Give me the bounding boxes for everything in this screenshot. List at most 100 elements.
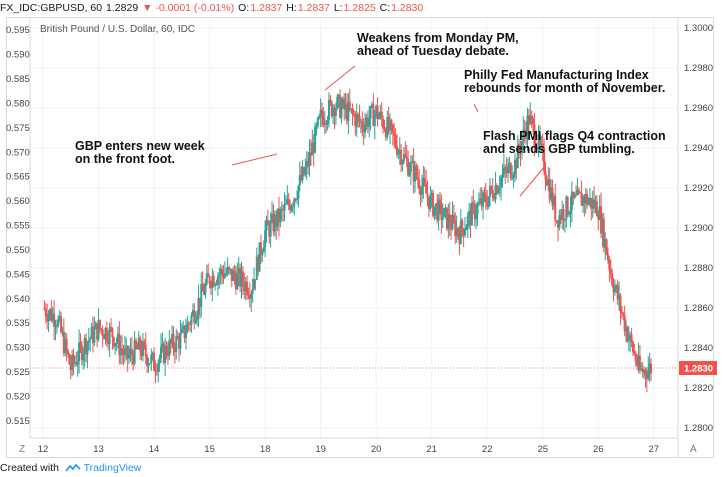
candle-body bbox=[327, 99, 330, 121]
x-tick-label: 13 bbox=[93, 444, 104, 455]
candle-body bbox=[577, 189, 580, 193]
candle-body bbox=[57, 318, 60, 326]
left-tick-label: 0.570 bbox=[6, 147, 30, 158]
candle-body bbox=[312, 143, 315, 153]
x-tick-label: 15 bbox=[204, 444, 215, 455]
candle-body bbox=[515, 160, 518, 169]
candle-body bbox=[518, 144, 521, 151]
candle-body bbox=[93, 328, 96, 343]
candle-body bbox=[352, 113, 355, 116]
candle-body bbox=[58, 316, 61, 319]
candle-body bbox=[612, 284, 615, 293]
candle-body bbox=[625, 327, 628, 332]
left-tick-label: 0.525 bbox=[6, 367, 30, 378]
candle-body bbox=[591, 199, 594, 209]
candle-body bbox=[397, 151, 400, 155]
candle-body bbox=[647, 370, 650, 379]
candle-body bbox=[504, 167, 507, 171]
candle-body bbox=[114, 343, 117, 347]
candle-body bbox=[187, 323, 190, 325]
candle-body bbox=[229, 268, 232, 270]
candle-body bbox=[581, 196, 584, 206]
candle-body bbox=[623, 315, 626, 332]
candle-body bbox=[55, 325, 58, 327]
candle-body bbox=[493, 197, 496, 200]
candle-body bbox=[330, 101, 333, 116]
candle-body bbox=[314, 126, 317, 153]
tradingview-brand[interactable]: TradingView bbox=[83, 462, 142, 474]
candle-body bbox=[594, 201, 597, 209]
candle-body bbox=[346, 104, 349, 121]
candle-body bbox=[159, 346, 162, 358]
candle-body bbox=[402, 154, 405, 162]
candle-body bbox=[169, 340, 172, 344]
candle-body bbox=[487, 196, 490, 207]
high-label: H: bbox=[286, 2, 297, 14]
candle-body bbox=[298, 174, 301, 186]
candle-body bbox=[222, 273, 225, 278]
candle-body bbox=[211, 276, 214, 289]
candle-body bbox=[103, 336, 106, 340]
candle-body bbox=[569, 209, 572, 214]
left-tick-label: 0.550 bbox=[6, 245, 30, 256]
candle-body bbox=[650, 363, 653, 374]
candle-body bbox=[130, 348, 133, 356]
candle-body bbox=[241, 271, 244, 285]
annotation-text: ahead of Tuesday debate. bbox=[357, 44, 509, 58]
candle-body bbox=[180, 329, 183, 333]
candle-body bbox=[513, 160, 516, 175]
candle-body bbox=[262, 247, 265, 253]
candle-body bbox=[333, 107, 336, 116]
candle-body bbox=[595, 201, 598, 217]
candle-body bbox=[193, 310, 196, 323]
candle-body bbox=[234, 276, 237, 289]
left-tick-label: 0.590 bbox=[6, 50, 30, 61]
candle-body bbox=[389, 120, 392, 131]
candle-body bbox=[626, 327, 629, 342]
candle-body bbox=[243, 284, 246, 291]
candle-body bbox=[536, 148, 539, 150]
candle-body bbox=[440, 202, 443, 220]
x-tick-label: 18 bbox=[260, 444, 271, 455]
candle-body bbox=[110, 327, 113, 329]
candle-body bbox=[297, 185, 300, 199]
annotation-text: on the front foot. bbox=[75, 152, 175, 166]
candle-body bbox=[254, 279, 257, 281]
annotation-text: and sends GBP tumbling. bbox=[483, 142, 635, 156]
candle-body bbox=[359, 121, 362, 123]
x-tick-label: 14 bbox=[149, 444, 160, 455]
right-tick-label: 1.2920 bbox=[684, 183, 713, 194]
candle-body bbox=[433, 206, 436, 216]
candle-body bbox=[606, 254, 609, 261]
candle-body bbox=[246, 281, 249, 295]
right-corner-icon[interactable]: A bbox=[690, 444, 697, 455]
right-tick-label: 1.2960 bbox=[684, 103, 713, 114]
candle-body bbox=[76, 361, 79, 365]
candle-body bbox=[277, 208, 280, 223]
candle-body bbox=[214, 284, 217, 287]
candle-body bbox=[61, 331, 64, 333]
candle-body bbox=[631, 342, 634, 352]
candle-body bbox=[416, 176, 419, 180]
candle-body bbox=[146, 356, 149, 366]
candle-body bbox=[552, 196, 555, 206]
candle-body bbox=[426, 193, 429, 198]
left-tick-label: 0.565 bbox=[6, 172, 30, 183]
left-tick-label: 0.580 bbox=[6, 98, 30, 109]
candle-body bbox=[200, 284, 203, 307]
candle-body bbox=[201, 284, 204, 292]
left-corner-icon[interactable]: Z bbox=[19, 444, 25, 455]
candle-body bbox=[301, 167, 304, 180]
candle-body bbox=[337, 95, 340, 97]
candle-body bbox=[459, 220, 462, 244]
candle-body bbox=[266, 219, 269, 226]
candle-body bbox=[580, 193, 583, 206]
candle-body bbox=[54, 326, 57, 328]
candle-body bbox=[587, 201, 590, 205]
candle-body bbox=[155, 371, 158, 373]
right-tick-label: 1.2980 bbox=[684, 63, 713, 74]
symbol-label[interactable]: FX_IDC:GBPUSD, 60 bbox=[0, 2, 103, 14]
annotation-pointer bbox=[231, 153, 278, 166]
candle-body bbox=[411, 160, 414, 163]
